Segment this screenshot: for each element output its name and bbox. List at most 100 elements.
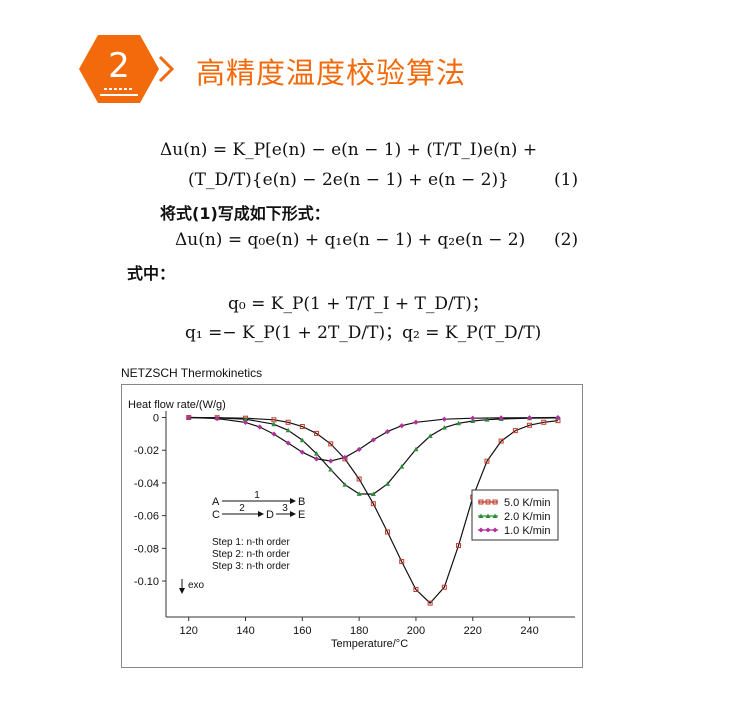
series-line-2 bbox=[188, 416, 559, 462]
y-tick-label: 0 bbox=[153, 413, 159, 425]
legend-box bbox=[471, 489, 559, 541]
step-number-hexagon-icon: 2 bbox=[79, 35, 159, 103]
data-point bbox=[484, 417, 490, 422]
formula-text-line: 将式(1)写成如下形式： bbox=[160, 204, 330, 223]
scheme-arrowhead bbox=[258, 511, 264, 517]
data-point bbox=[385, 481, 391, 486]
legend-marker bbox=[478, 513, 484, 518]
x-tick-label: 200 bbox=[407, 625, 425, 637]
data-point bbox=[385, 529, 391, 535]
formula-line-6: q₀ = K_P(1 + T/T_I + T_D/T)； bbox=[228, 294, 489, 314]
legend-marker bbox=[492, 527, 498, 533]
formula-text-where: 式中： bbox=[127, 264, 176, 283]
data-point bbox=[314, 451, 320, 456]
scheme-label: C bbox=[212, 509, 220, 521]
data-point bbox=[498, 438, 504, 444]
data-point bbox=[484, 458, 490, 464]
data-point bbox=[413, 587, 419, 593]
section-title: 高精度温度校验算法 bbox=[196, 56, 467, 90]
data-point bbox=[413, 446, 419, 452]
data-point bbox=[512, 428, 518, 434]
data-point bbox=[328, 458, 334, 464]
scheme-step-text: Step 2: n-th order bbox=[212, 549, 290, 560]
data-point bbox=[399, 559, 405, 565]
data-point bbox=[299, 424, 305, 430]
y-tick-label: -0.08 bbox=[134, 543, 159, 555]
legend-marker bbox=[485, 513, 491, 518]
formula-line-1: Δu(n) = K_P[e(n) − e(n − 1) + (T/T_I)e(n… bbox=[160, 140, 538, 160]
formula-line-4: Δu(n) = q₀e(n) + q₁e(n − 1) + q₂e(n − 2) bbox=[175, 230, 526, 250]
scheme-step-number: 3 bbox=[282, 503, 288, 514]
data-point bbox=[285, 419, 291, 425]
legend-marker bbox=[485, 527, 491, 533]
data-point bbox=[328, 441, 334, 447]
data-point bbox=[271, 421, 277, 427]
x-axis-label: Temperature/°C bbox=[331, 638, 408, 650]
exo-label: exo bbox=[188, 580, 205, 591]
data-point bbox=[370, 501, 376, 507]
scheme-arrowhead bbox=[290, 498, 296, 504]
y-tick-label: -0.10 bbox=[134, 576, 159, 588]
x-tick-label: 220 bbox=[464, 625, 482, 637]
data-point bbox=[427, 433, 433, 439]
data-point bbox=[399, 423, 405, 429]
x-tick-label: 180 bbox=[350, 625, 368, 637]
data-point bbox=[214, 415, 220, 422]
data-point bbox=[285, 427, 291, 433]
y-tick-label: -0.02 bbox=[134, 445, 159, 457]
scheme-label: D bbox=[266, 509, 274, 521]
data-point bbox=[456, 543, 462, 549]
data-point bbox=[313, 456, 320, 462]
data-point bbox=[555, 414, 561, 421]
data-point bbox=[328, 467, 334, 472]
data-point bbox=[342, 482, 348, 487]
x-tick-label: 240 bbox=[520, 625, 538, 637]
data-point bbox=[370, 437, 376, 443]
x-tick-label: 120 bbox=[180, 625, 198, 637]
data-point bbox=[384, 429, 391, 435]
equation-number-2: (2) bbox=[554, 230, 579, 250]
data-point bbox=[356, 491, 362, 496]
dsc-chart: Heat flow rate/(W/g) Temperature/°C 0 -0.… bbox=[128, 399, 575, 650]
data-point bbox=[441, 416, 447, 422]
legend-marker bbox=[478, 527, 484, 533]
data-point bbox=[299, 437, 305, 443]
chevron-right-icon bbox=[158, 55, 175, 83]
legend-label: 5.0 K/min bbox=[504, 497, 550, 509]
exo-arrowhead bbox=[179, 588, 185, 594]
scheme-step-number: 1 bbox=[254, 490, 260, 501]
legend-marker bbox=[492, 513, 498, 518]
formula-block: Δu(n) = K_P[e(n) − e(n − 1) + (T/T_I)e(n… bbox=[0, 128, 750, 348]
data-point bbox=[527, 422, 533, 428]
legend-marker bbox=[492, 499, 498, 505]
y-axis-label: Heat flow rate/(W/g) bbox=[128, 399, 226, 411]
scheme-label: B bbox=[298, 496, 305, 508]
formula-line-2: (T_D/T){e(n) − 2e(n − 1) + e(n − 2)} bbox=[188, 170, 509, 190]
scheme-step-text: Step 1: n-th order bbox=[212, 537, 290, 548]
x-tick-label: 140 bbox=[236, 625, 254, 637]
scheme-step-text: Step 3: n-th order bbox=[212, 561, 290, 572]
data-point bbox=[456, 420, 462, 426]
data-point bbox=[441, 425, 447, 430]
data-point bbox=[242, 419, 249, 426]
legend-label: 1.0 K/min bbox=[504, 525, 550, 537]
equation-number-1: (1) bbox=[554, 170, 579, 190]
scheme-step-number: 2 bbox=[239, 503, 245, 514]
data-point bbox=[370, 491, 376, 497]
step-number: 2 bbox=[108, 46, 130, 86]
scheme-label: E bbox=[298, 509, 305, 521]
legend-marker bbox=[478, 499, 484, 505]
formula-line-7: q₁ =− K_P(1 + 2T_D/T)；q₂ = K_P(T_D/T) bbox=[185, 323, 542, 343]
y-tick-label: -0.04 bbox=[134, 478, 159, 490]
data-point bbox=[427, 600, 433, 606]
data-point bbox=[541, 419, 547, 425]
legend-marker bbox=[485, 499, 491, 505]
data-point bbox=[356, 476, 362, 482]
data-point bbox=[243, 416, 249, 422]
data-point bbox=[413, 419, 419, 425]
legend-label: 2.0 K/min bbox=[504, 511, 550, 523]
data-point bbox=[441, 584, 447, 590]
y-tick-label: -0.06 bbox=[134, 511, 159, 523]
data-point bbox=[470, 415, 476, 421]
scheme-label: A bbox=[212, 496, 220, 508]
